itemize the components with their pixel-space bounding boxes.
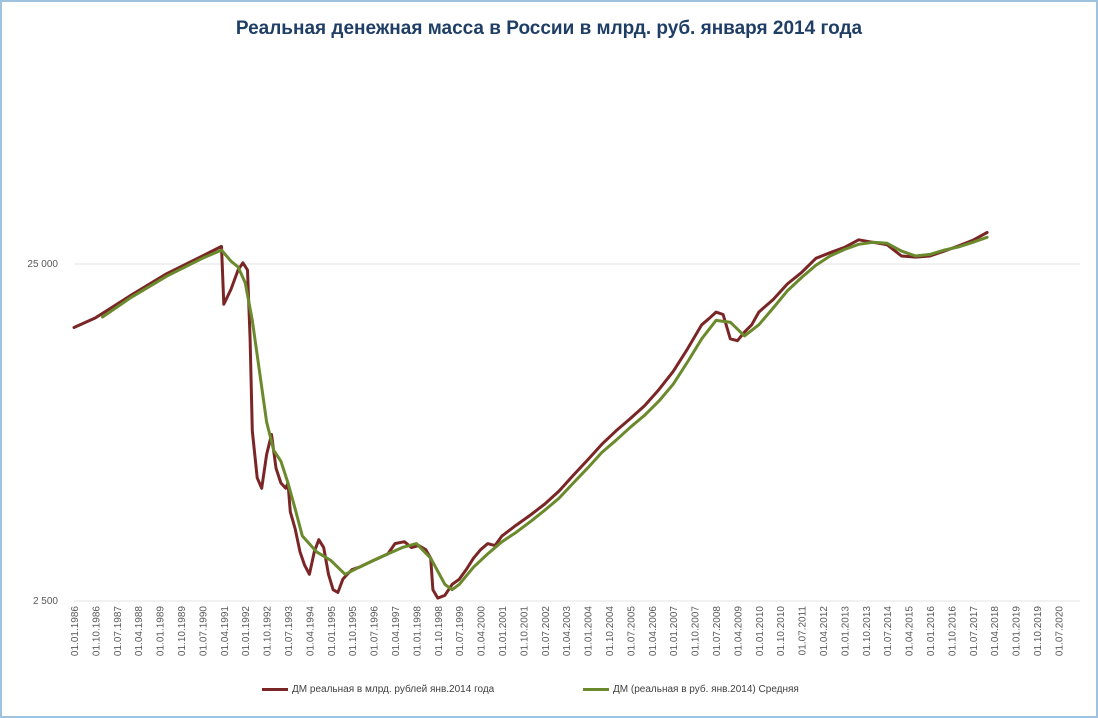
x-tick-label: 01.07.1990 — [198, 606, 209, 656]
y-tick-label: 25 000 — [27, 259, 58, 270]
x-tick-label: 01.01.2007 — [669, 606, 680, 656]
x-tick-label: 01.10.1989 — [177, 606, 188, 656]
x-tick-label: 01.04.2009 — [733, 606, 744, 656]
series-line-1 — [101, 235, 989, 592]
x-tick-label: 01.04.2012 — [819, 606, 830, 656]
series-line-0 — [72, 231, 989, 600]
x-tick-label: 01.10.2001 — [519, 606, 530, 656]
x-tick-label: 01.07.2020 — [1054, 606, 1065, 656]
legend-item-average: ДМ (реальная в руб. янв.2014) Средняя — [583, 684, 799, 695]
x-tick-label: 01.10.1995 — [348, 606, 359, 656]
legend-label-real: ДМ реальная в млрд. рублей янв.2014 года — [292, 684, 495, 695]
x-tick-label: 01.01.1989 — [156, 606, 167, 656]
x-tick-label: 01.04.1994 — [305, 606, 316, 656]
x-tick-label: 01.10.2004 — [605, 606, 616, 656]
x-tick-label: 01.07.2014 — [883, 606, 894, 656]
x-tick-label: 01.07.1996 — [370, 606, 381, 656]
legend: ДМ реальная в млрд. рублей янв.2014 года… — [0, 684, 1098, 704]
x-tick-label: 01.01.1986 — [70, 606, 81, 656]
series-lines — [72, 231, 989, 600]
x-tick-label: 01.01.1998 — [412, 606, 423, 656]
x-tick-label: 01.01.2016 — [926, 606, 937, 656]
x-tick-label: 01.01.2010 — [755, 606, 766, 656]
legend-item-real: ДМ реальная в млрд. рублей янв.2014 года — [262, 684, 494, 695]
x-tick-label: 01.10.2016 — [947, 606, 958, 656]
x-tick-label: 01.01.2013 — [840, 606, 851, 656]
x-tick-label: 01.10.1986 — [91, 606, 102, 656]
x-tick-label: 01.07.2011 — [798, 606, 809, 656]
x-tick-label: 01.07.1987 — [113, 606, 124, 656]
x-tick-label: 01.04.2003 — [562, 606, 573, 656]
x-tick-label: 01.10.2013 — [862, 606, 873, 656]
x-tick-label: 01.07.1999 — [455, 606, 466, 656]
gridlines — [74, 263, 1080, 602]
y-axis-ticks: 2 500 25 000 — [27, 259, 58, 607]
x-tick-label: 01.07.2005 — [626, 606, 637, 656]
x-tick-label: 01.01.1992 — [241, 606, 252, 656]
x-tick-label: 01.07.2008 — [712, 606, 723, 656]
x-tick-label: 01.01.2001 — [498, 606, 509, 656]
x-tick-label: 01.01.1995 — [327, 606, 338, 656]
x-tick-label: 01.07.1993 — [284, 606, 295, 656]
x-tick-label: 01.01.2019 — [1012, 606, 1023, 656]
x-tick-label: 01.10.1998 — [434, 606, 445, 656]
x-tick-label: 01.10.1992 — [263, 606, 274, 656]
x-tick-label: 01.04.2006 — [648, 606, 659, 656]
x-tick-label: 01.07.2017 — [969, 606, 980, 656]
x-tick-label: 01.01.2004 — [584, 606, 595, 656]
x-tick-label: 01.04.2015 — [905, 606, 916, 656]
x-tick-label: 01.04.1988 — [134, 606, 145, 656]
legend-swatch-average — [583, 688, 609, 691]
x-tick-label: 01.04.2000 — [477, 606, 488, 656]
legend-label-average: ДМ (реальная в руб. янв.2014) Средняя — [613, 684, 799, 695]
x-tick-label: 01.04.1997 — [391, 606, 402, 656]
x-tick-label: 01.07.2002 — [541, 606, 552, 656]
x-tick-label: 01.04.2018 — [990, 606, 1001, 656]
legend-swatch-real — [262, 688, 288, 691]
y-tick-label: 2 500 — [33, 596, 58, 607]
x-axis-ticks: 01.01.1986 01.10.1986 01.07.1987 01.04.1988… — [70, 606, 1065, 656]
x-tick-label: 01.10.2007 — [691, 606, 702, 656]
x-tick-label: 01.10.2010 — [776, 606, 787, 656]
chart-title: Реальная денежная масса в России в млрд.… — [235, 18, 863, 39]
x-tick-label: 01.04.1991 — [220, 606, 231, 656]
x-tick-label: 01.10.2019 — [1033, 606, 1044, 656]
